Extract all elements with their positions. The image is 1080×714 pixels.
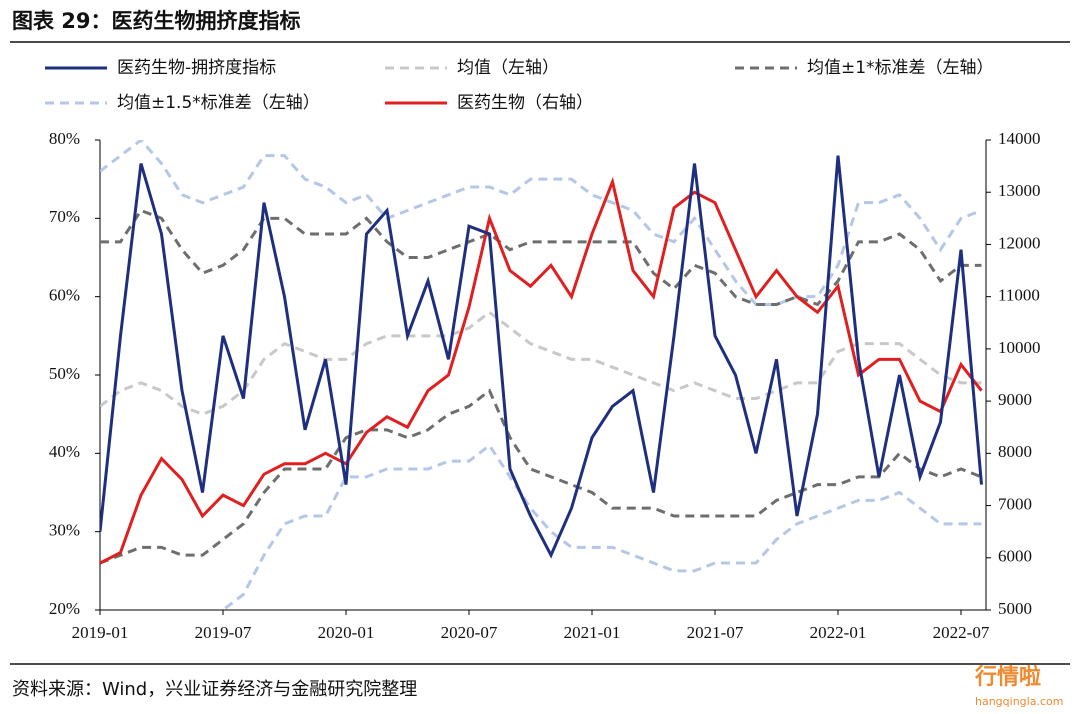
series-line (100, 208, 982, 307)
chart-title: 图表 29：医药生物拥挤度指标 (12, 9, 301, 33)
x-tick-label: 2020-07 (441, 623, 498, 642)
y2-tick-label: 8000 (998, 442, 1032, 461)
y2-tick-label: 10000 (998, 338, 1041, 357)
legend-label: 均值（左轴） (457, 58, 559, 78)
y2-tick-label: 11000 (998, 286, 1040, 305)
y-tick-label: 60% (49, 286, 80, 305)
y2-tick-label: 9000 (998, 390, 1032, 409)
series-line (100, 155, 983, 559)
series-line (100, 310, 982, 416)
series-line (100, 388, 983, 565)
y-tick-label: 30% (49, 521, 80, 540)
y2-tick-label: 14000 (998, 129, 1041, 148)
axes: 20% 30% 40% 50% 60% 70% 80% 5000 6000 7000 8000 900… (49, 129, 1041, 642)
y2-tick-label: 7000 (998, 494, 1032, 513)
legend-label: 均值±1.5*标准差（左轴） (117, 93, 320, 113)
watermark-url: hangqingla.com (975, 695, 1063, 708)
y-tick-label: 80% (49, 129, 80, 148)
source: 资料来源：Wind，兴业证券经济与金融研究院整理 (12, 679, 417, 700)
x-tick-label: 2022-01 (810, 623, 867, 642)
y-tick-label: 50% (49, 364, 80, 383)
x-tick-label: 2019-01 (72, 623, 129, 642)
series-line (220, 443, 982, 610)
series-line (100, 140, 983, 306)
y2-tick-label: 13000 (998, 181, 1041, 200)
y2-tick-label: 5000 (998, 599, 1032, 618)
x-tick-label: 2019-07 (195, 623, 252, 642)
series-line (100, 176, 983, 565)
y-tick-label: 40% (49, 442, 80, 461)
y2-tick-label: 6000 (998, 547, 1032, 566)
y2-tick-label: 12000 (998, 233, 1041, 252)
x-tick-label: 2021-01 (564, 623, 621, 642)
x-tick-label: 2021-07 (687, 623, 744, 642)
x-tick-label: 2022-07 (933, 623, 990, 642)
y-tick-label: 20% (49, 599, 80, 618)
watermark: 行情啦 (974, 664, 1041, 690)
x-tick-label: 2020-01 (318, 623, 375, 642)
legend-label: 医药生物-拥挤度指标 (117, 58, 276, 78)
legend-label: 医药生物（右轴） (457, 93, 593, 113)
legend-label: 均值±1*标准差（左轴） (807, 58, 994, 78)
y-tick-label: 70% (49, 207, 80, 226)
